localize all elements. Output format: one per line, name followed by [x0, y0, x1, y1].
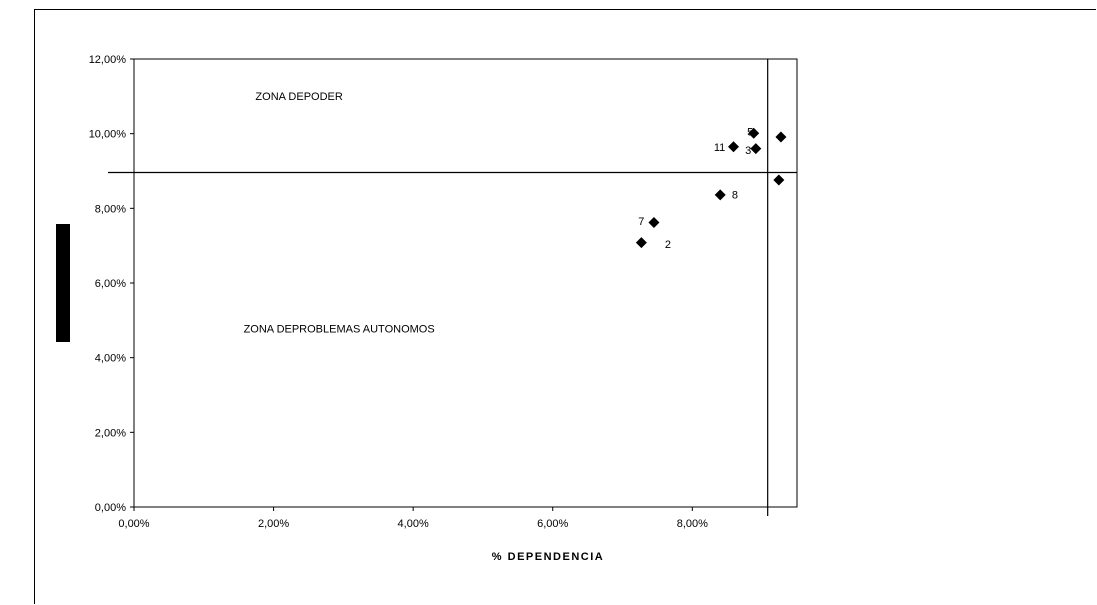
- zone-label: ZONA DEPROBLEMAS AUTONOMOS: [244, 324, 435, 336]
- data-point: [714, 189, 726, 201]
- data-points: [635, 127, 787, 249]
- point-labels: 2 7 8 11 5 3: [638, 127, 753, 251]
- x-tick-label: 8,00%: [677, 518, 708, 530]
- x-tick-label: 2,00%: [258, 518, 289, 530]
- chart-frame: [34, 9, 1096, 604]
- zone-labels: ZONA DEPODER ZONA DEPROBLEMAS AUTONOMOS: [244, 91, 435, 336]
- data-point-label: 7: [638, 216, 644, 228]
- ticks: 0,00% 2,00% 4,00% 6,00% 8,00% 10,00% 12,00% 0,0…: [89, 54, 708, 530]
- data-point-label: 8: [732, 190, 738, 202]
- x-tick-label: 0,00%: [118, 518, 149, 530]
- axes: [133, 58, 798, 508]
- y-tick-label: 2,00%: [95, 427, 126, 439]
- data-point: [635, 237, 647, 249]
- y-tick-label: 0,00%: [95, 502, 126, 514]
- x-tick-label: 4,00%: [398, 518, 429, 530]
- data-point: [748, 127, 760, 139]
- y-tick-label: 10,00%: [89, 129, 127, 141]
- y-tick-label: 8,00%: [95, 203, 126, 215]
- y-tick-label: 4,00%: [95, 353, 126, 365]
- x-axis-title: % DEPENDENCIA: [492, 551, 604, 563]
- data-point: [773, 174, 785, 186]
- zone-label: ZONA DEPODER: [255, 91, 342, 103]
- plot-area: [133, 58, 798, 508]
- data-point-label: 11: [714, 142, 725, 154]
- data-point-label: 2: [665, 239, 671, 251]
- data-point-label: 3: [745, 145, 751, 157]
- data-point-label: 5: [747, 127, 753, 139]
- y-tick-label: 12,00%: [89, 54, 127, 66]
- x-tick-label: 6,00%: [537, 518, 568, 530]
- data-point: [648, 217, 660, 229]
- data-point: [750, 143, 762, 155]
- data-point: [775, 131, 787, 143]
- reference-lines: [108, 59, 797, 516]
- y-tick-label: 6,00%: [95, 278, 126, 290]
- y-axis-title-block: [56, 224, 70, 342]
- data-point: [727, 141, 739, 153]
